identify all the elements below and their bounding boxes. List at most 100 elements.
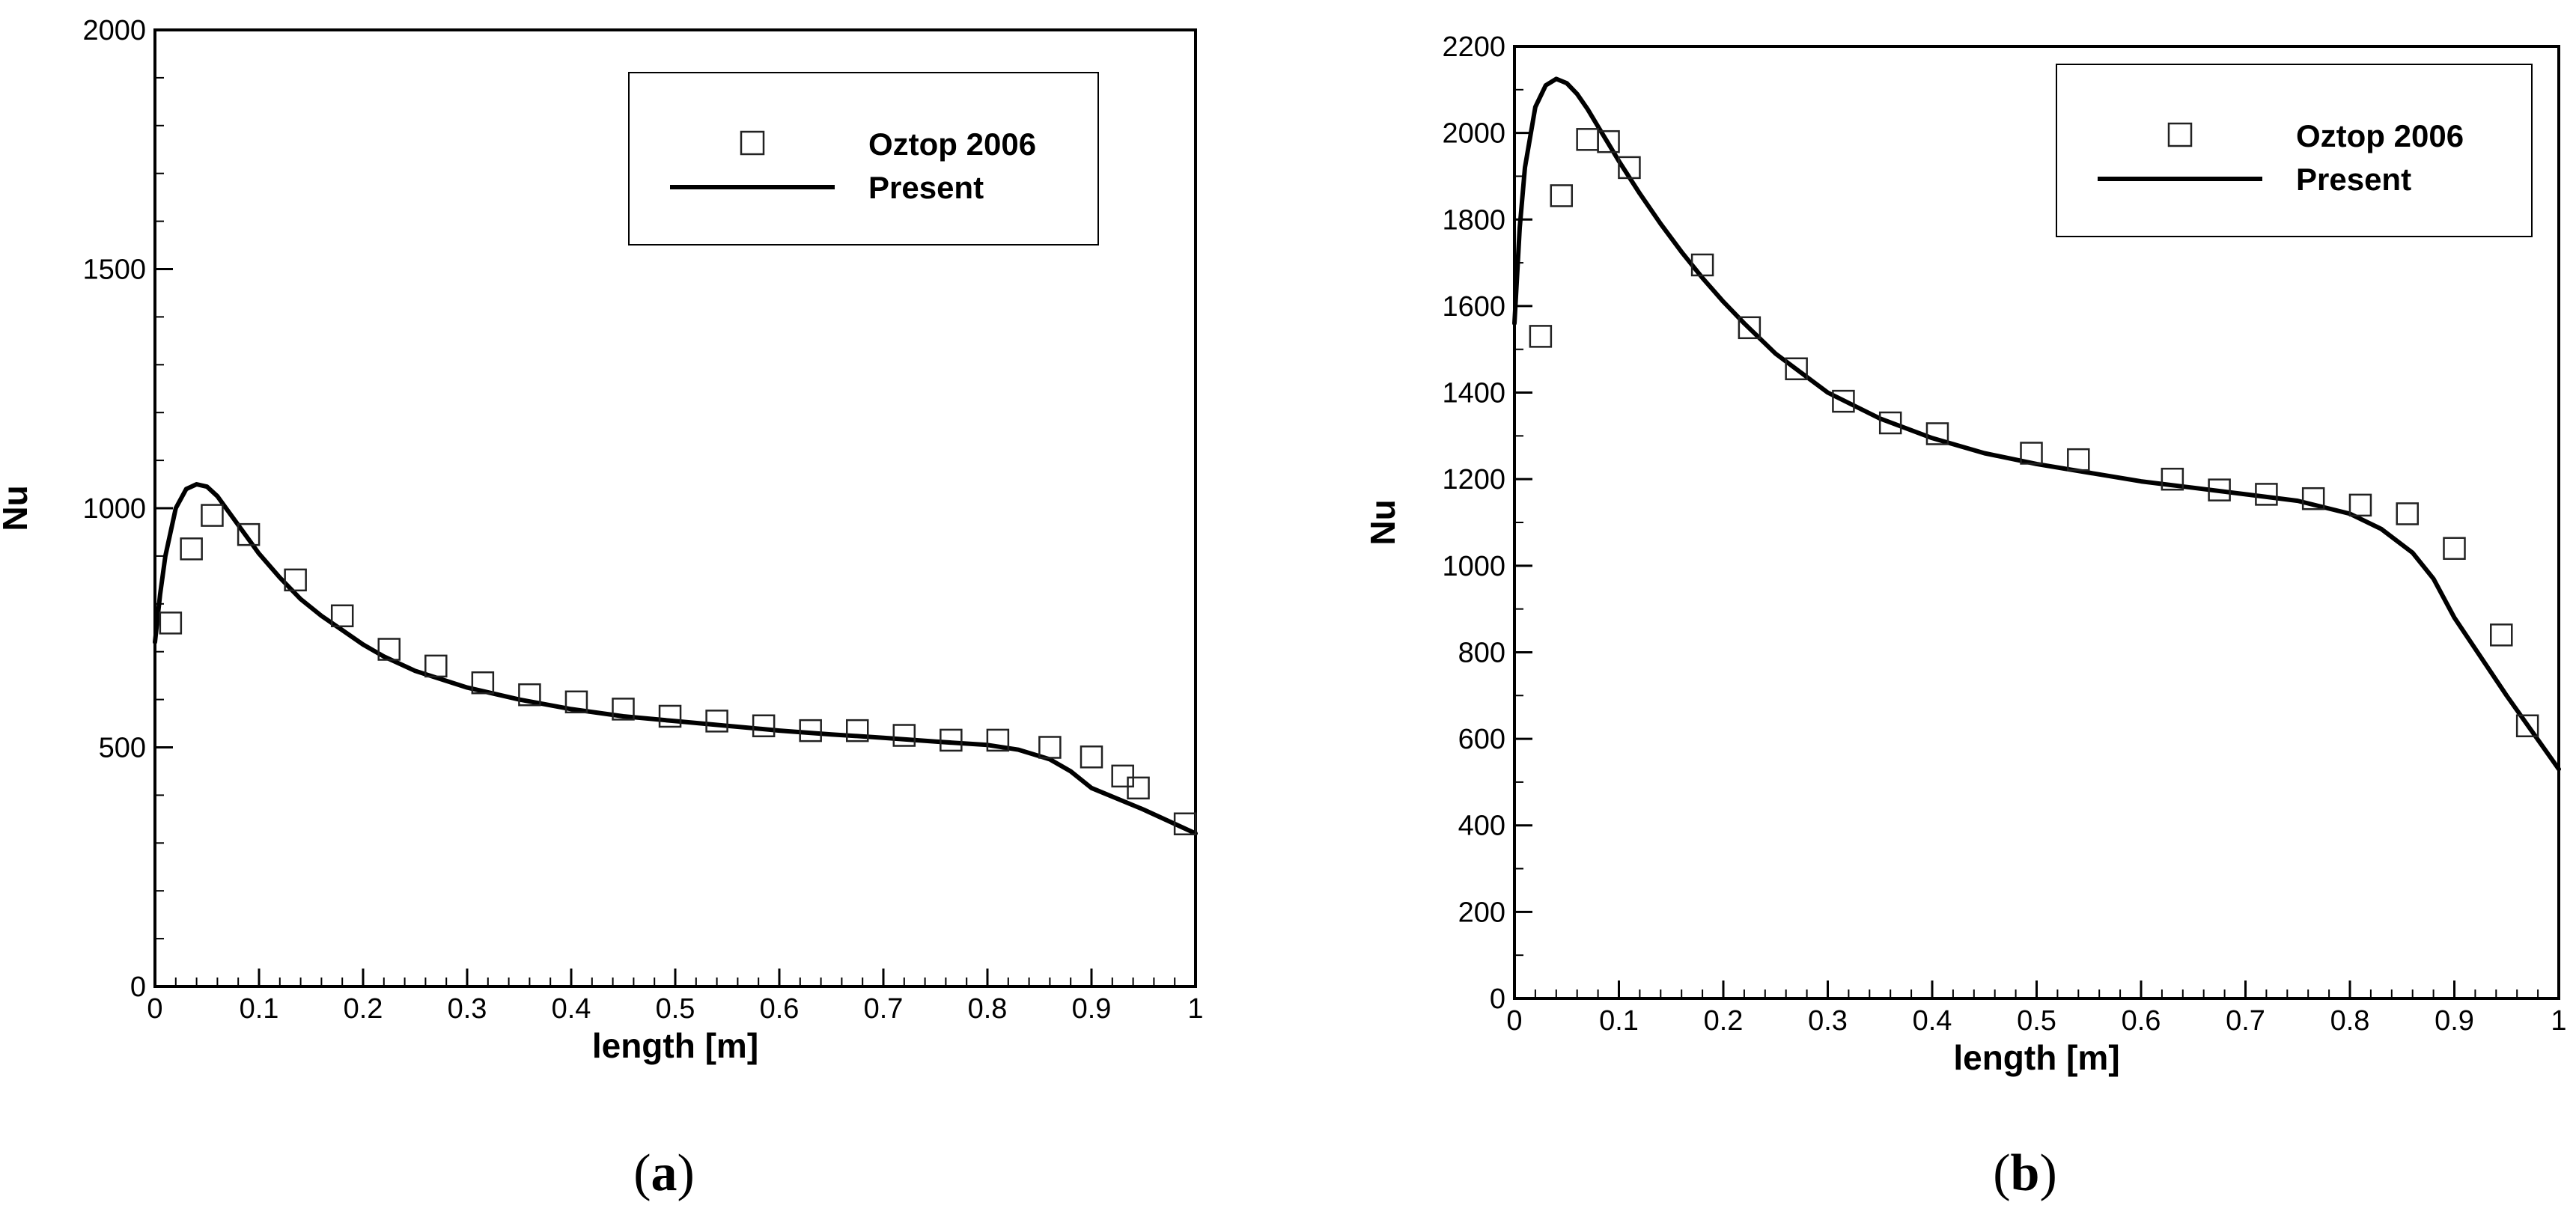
data-point-oztop-2006 — [1038, 736, 1062, 759]
y-tick-label: 2200 — [1442, 31, 1505, 63]
x-tick-label: 0.2 — [344, 993, 383, 1025]
data-point-oztop-2006 — [201, 504, 224, 527]
data-point-oztop-2006 — [2515, 714, 2539, 737]
panel-label-paren: ) — [678, 1144, 695, 1202]
x-tick-label: 0.8 — [2330, 1005, 2370, 1037]
x-tick-label: 0.4 — [552, 993, 591, 1025]
x-tick-label: 0.2 — [1704, 1005, 1744, 1037]
chart-panel-a: 0 0.1 0.2 0.3 0.4 0.5 0.6 0.7 0.8 0.9 1 0 500 1000 150… — [0, 15, 1204, 1202]
data-point-oztop-2006 — [159, 612, 183, 635]
data-point-oztop-2006 — [424, 654, 448, 678]
y-tick-label: 800 — [1458, 637, 1505, 668]
data-point-oztop-2006 — [1173, 812, 1197, 835]
data-point-oztop-2006 — [518, 683, 541, 707]
data-point-oztop-2006 — [284, 568, 307, 592]
data-point-oztop-2006 — [2396, 502, 2419, 525]
data-point-oztop-2006 — [2161, 467, 2184, 491]
panel-label-paren: ( — [1993, 1144, 2010, 1202]
x-tick-label: 0.1 — [240, 993, 279, 1025]
data-point-oztop-2006 — [1925, 422, 1949, 445]
data-point-oztop-2006 — [892, 724, 916, 747]
x-tick-label: 1 — [1187, 993, 1203, 1025]
y-tick-label: 1800 — [1442, 204, 1505, 236]
panel-label: (a) — [633, 1144, 695, 1202]
y-tick-label: 1200 — [1442, 464, 1505, 495]
data-point-oztop-2006 — [1738, 316, 1762, 340]
panel-label-paren: ) — [2039, 1144, 2056, 1202]
legend-label: Present — [2296, 162, 2411, 197]
series-line-present — [153, 482, 1198, 836]
legend-label: Present — [868, 170, 984, 205]
x-tick-label: 0.7 — [2226, 1005, 2265, 1037]
legend-label: Oztop 2006 — [868, 126, 1036, 162]
x-tick-label: 0.9 — [1072, 993, 1112, 1025]
data-point-oztop-2006 — [752, 714, 776, 737]
x-tick-label: 0.6 — [2122, 1005, 2161, 1037]
data-point-oztop-2006 — [1618, 156, 1641, 180]
y-tick-label: 1000 — [82, 493, 146, 525]
data-point-oztop-2006 — [1550, 184, 1574, 207]
y-tick-label: 0 — [1490, 983, 1505, 1015]
data-point-oztop-2006 — [2348, 493, 2372, 517]
data-point-oztop-2006 — [658, 704, 682, 728]
data-point-oztop-2006 — [377, 638, 401, 661]
data-point-oztop-2006 — [940, 728, 963, 752]
y-tick-label: 0 — [130, 972, 146, 1003]
data-point-oztop-2006 — [705, 710, 728, 733]
y-tick-label: 1000 — [1442, 551, 1505, 582]
legend-box — [2056, 64, 2533, 237]
x-tick-label: 0.1 — [1599, 1005, 1639, 1037]
data-point-oztop-2006 — [180, 537, 203, 561]
data-point-oztop-2006 — [2208, 478, 2231, 501]
data-point-oztop-2006 — [2020, 442, 2043, 465]
chart-panel-b: 0 0.1 0.2 0.3 0.4 0.5 0.6 0.7 0.8 0.9 1 0 200 400 600 8… — [1363, 31, 2567, 1202]
data-point-oztop-2006 — [1127, 776, 1150, 800]
legend-marker-oztop-2006 — [2167, 122, 2193, 147]
y-tick-label: 2000 — [1442, 118, 1505, 150]
y-tick-label: 1500 — [82, 254, 146, 286]
y-axis-label: Nu — [0, 485, 34, 531]
x-axis-label: length [m] — [1953, 1038, 2119, 1077]
x-tick-label: 0.7 — [864, 993, 904, 1025]
legend-marker-oztop-2006 — [740, 130, 765, 156]
data-point-oztop-2006 — [1576, 128, 1599, 151]
y-tick-label: 2000 — [82, 15, 146, 46]
x-tick-label: 0.3 — [1808, 1005, 1848, 1037]
y-tick-label: 1600 — [1442, 291, 1505, 323]
data-point-oztop-2006 — [1878, 411, 1902, 435]
x-tick-label: 0.9 — [2435, 1005, 2474, 1037]
data-point-oztop-2006 — [330, 604, 354, 628]
data-point-oztop-2006 — [2490, 623, 2513, 647]
panel-label: (b) — [1993, 1144, 2057, 1202]
data-point-oztop-2006 — [1529, 325, 1553, 348]
data-point-oztop-2006 — [237, 522, 261, 546]
x-tick-label: 0.5 — [2017, 1005, 2056, 1037]
data-point-oztop-2006 — [1690, 253, 1714, 277]
data-point-oztop-2006 — [1832, 389, 1855, 413]
y-tick-label: 600 — [1458, 724, 1505, 755]
x-tick-label: 0.8 — [968, 993, 1008, 1025]
data-point-oztop-2006 — [2443, 537, 2466, 560]
y-tick-label: 200 — [1458, 897, 1505, 928]
x-tick-label: 0.5 — [656, 993, 695, 1025]
data-point-oztop-2006 — [471, 671, 495, 695]
data-point-oztop-2006 — [612, 698, 635, 721]
x-tick-label: 0.4 — [1913, 1005, 1952, 1037]
data-point-oztop-2006 — [1080, 745, 1103, 769]
data-point-oztop-2006 — [2301, 487, 2325, 510]
legend-box — [628, 72, 1099, 246]
panel-label-letter: b — [2011, 1144, 2040, 1202]
data-point-oztop-2006 — [799, 719, 822, 742]
data-point-oztop-2006 — [1111, 764, 1134, 788]
panel-label-paren: ( — [633, 1144, 651, 1202]
y-axis-label: Nu — [1363, 499, 1402, 545]
x-tick-label: 0.3 — [448, 993, 487, 1025]
y-tick-label: 500 — [99, 733, 146, 764]
data-point-oztop-2006 — [2255, 483, 2278, 506]
x-tick-label: 0 — [1506, 1005, 1522, 1037]
y-tick-label: 400 — [1458, 811, 1505, 842]
data-point-oztop-2006 — [564, 690, 588, 714]
legend-label: Oztop 2006 — [2296, 118, 2464, 153]
